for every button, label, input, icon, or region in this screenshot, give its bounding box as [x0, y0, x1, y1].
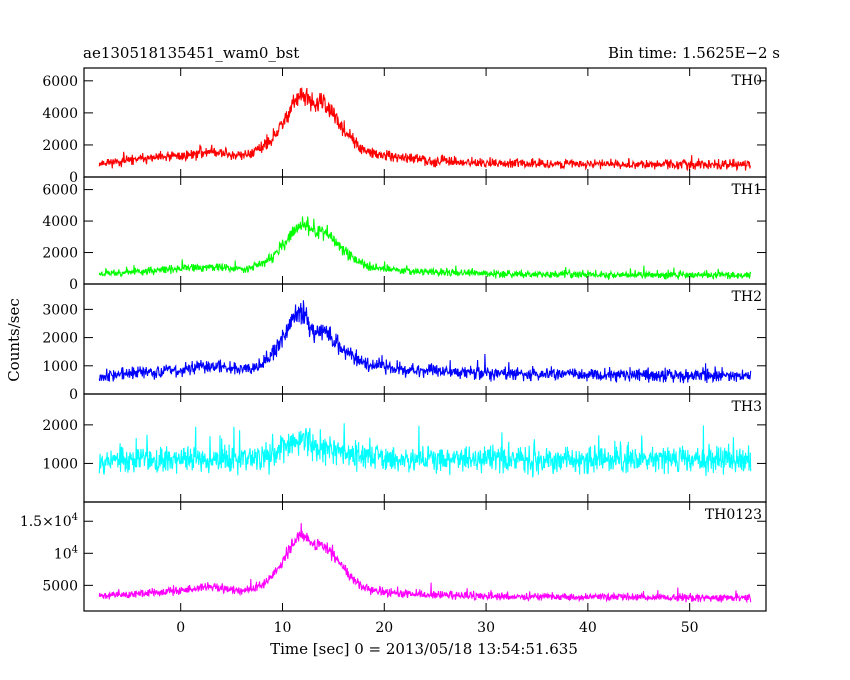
- y-tick-label: 2000: [42, 331, 78, 347]
- series-name-label: TH2: [732, 289, 762, 305]
- y-tick-label: 0: [69, 277, 78, 293]
- series-line-th0123: [98, 523, 752, 604]
- y-tick-label: 4000: [42, 214, 78, 230]
- y-tick-label: 6000: [42, 183, 78, 199]
- x-axis-label: Time [sec] 0 = 2013/05/18 13:54:51.635: [270, 640, 578, 658]
- series-line-th1: [98, 216, 752, 281]
- y-tick-label: 1.5×104: [20, 512, 78, 530]
- y-tick-label: 1000: [42, 359, 78, 375]
- series-name-label: TH1: [732, 182, 762, 198]
- y-tick-label: 2000: [42, 246, 78, 262]
- series-name-label: TH0123: [705, 507, 762, 523]
- y-tick-label: 6000: [42, 74, 78, 90]
- y-tick-label: 0: [69, 387, 78, 403]
- y-tick-label: 104: [54, 544, 78, 562]
- series-line-th0: [98, 87, 752, 172]
- series-name-label: TH3: [732, 399, 762, 415]
- y-tick-label: 2000: [42, 418, 78, 434]
- x-tick-label: 20: [375, 620, 393, 636]
- panel-frame-th3: [83, 393, 767, 503]
- y-tick-label: 2000: [42, 138, 78, 154]
- x-tick-label: 10: [274, 620, 292, 636]
- x-tick-label: 30: [477, 620, 495, 636]
- y-tick-label: 1000: [42, 456, 78, 472]
- y-tick-label: 3000: [42, 302, 78, 318]
- x-tick-label: 40: [579, 620, 597, 636]
- bin-time-label: Bin time: 1.5625E−2 s: [607, 44, 780, 62]
- series-line-th2: [98, 300, 752, 384]
- x-tick-label: 0: [176, 620, 185, 636]
- x-tick-label: 50: [681, 620, 699, 636]
- y-tick-label: 4000: [42, 106, 78, 122]
- panel-frame-th0123: [83, 501, 767, 612]
- y-tick-label: 0: [69, 170, 78, 186]
- y-tick-label: 5000: [42, 578, 78, 594]
- series-name-label: TH0: [732, 73, 762, 89]
- observation-title: ae130518135451_wam0_bst: [83, 44, 300, 62]
- series-line-th3: [98, 423, 752, 478]
